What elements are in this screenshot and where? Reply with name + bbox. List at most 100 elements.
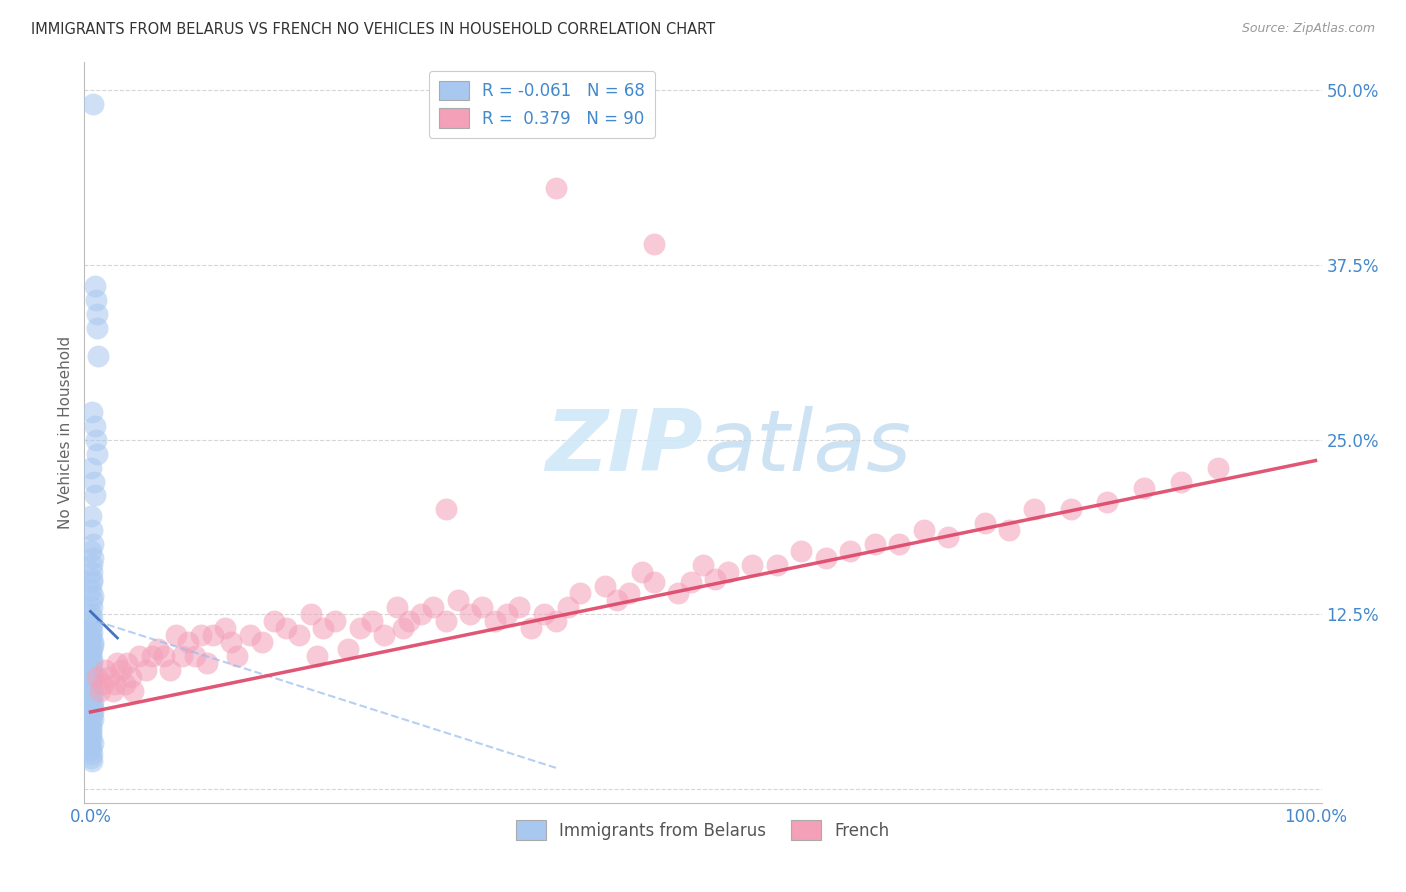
Point — [221, 635, 243, 649]
Point — [190, 628, 212, 642]
Point — [86, 446, 108, 460]
Point — [172, 649, 194, 664]
Point — [336, 642, 359, 657]
Point — [668, 586, 690, 600]
Point — [97, 670, 120, 684]
Point — [80, 751, 103, 765]
Point — [1059, 502, 1081, 516]
Point — [863, 537, 886, 551]
Point — [84, 279, 107, 293]
Point — [82, 653, 104, 667]
Point — [183, 649, 205, 664]
Point — [86, 321, 108, 335]
Point — [361, 614, 384, 628]
Point — [1097, 495, 1119, 509]
Point — [998, 524, 1021, 538]
Point — [307, 649, 329, 664]
Point — [434, 614, 457, 628]
Point — [373, 628, 395, 642]
Point — [887, 537, 910, 551]
Point — [226, 649, 249, 664]
Point — [544, 181, 567, 195]
Point — [80, 593, 103, 607]
Point — [80, 739, 103, 754]
Point — [80, 680, 103, 694]
Point — [101, 684, 124, 698]
Point — [692, 558, 714, 573]
Point — [299, 607, 322, 622]
Point — [80, 719, 103, 733]
Point — [643, 575, 665, 590]
Point — [80, 674, 103, 689]
Point — [135, 663, 157, 677]
Point — [80, 625, 103, 640]
Point — [508, 600, 530, 615]
Point — [593, 579, 616, 593]
Legend: Immigrants from Belarus, French: Immigrants from Belarus, French — [509, 814, 897, 847]
Point — [82, 551, 104, 566]
Point — [83, 475, 105, 489]
Point — [80, 747, 103, 761]
Point — [1133, 482, 1156, 496]
Point — [80, 691, 103, 706]
Point — [1170, 475, 1192, 489]
Point — [619, 586, 641, 600]
Point — [82, 566, 104, 580]
Point — [80, 575, 103, 590]
Point — [165, 628, 187, 642]
Point — [84, 293, 107, 307]
Point — [716, 566, 738, 580]
Point — [912, 524, 935, 538]
Point — [80, 611, 103, 625]
Point — [484, 614, 506, 628]
Point — [741, 558, 763, 573]
Point — [122, 684, 145, 698]
Point — [349, 621, 371, 635]
Point — [544, 614, 567, 628]
Point — [107, 656, 129, 670]
Point — [80, 649, 103, 664]
Point — [159, 663, 181, 677]
Text: IMMIGRANTS FROM BELARUS VS FRENCH NO VEHICLES IN HOUSEHOLD CORRELATION CHART: IMMIGRANTS FROM BELARUS VS FRENCH NO VEH… — [31, 22, 716, 37]
Point — [195, 656, 218, 670]
Point — [214, 621, 236, 635]
Point — [398, 614, 420, 628]
Point — [84, 433, 107, 447]
Point — [325, 614, 347, 628]
Point — [82, 694, 104, 708]
Point — [94, 663, 117, 677]
Point — [114, 677, 136, 691]
Point — [411, 607, 433, 622]
Point — [606, 593, 628, 607]
Point — [630, 566, 652, 580]
Point — [86, 307, 108, 321]
Point — [80, 707, 103, 722]
Point — [84, 488, 107, 502]
Point — [569, 586, 592, 600]
Point — [936, 530, 959, 544]
Point — [82, 537, 104, 551]
Point — [80, 558, 103, 573]
Point — [1206, 460, 1229, 475]
Y-axis label: No Vehicles in Household: No Vehicles in Household — [58, 336, 73, 529]
Point — [146, 642, 169, 657]
Point — [82, 736, 104, 750]
Point — [557, 600, 579, 615]
Point — [84, 418, 107, 433]
Point — [82, 701, 104, 715]
Point — [80, 722, 103, 736]
Point — [82, 97, 104, 112]
Point — [86, 670, 108, 684]
Point — [533, 607, 555, 622]
Point — [91, 677, 114, 691]
Point — [82, 698, 104, 712]
Point — [80, 645, 103, 659]
Point — [80, 583, 103, 598]
Point — [82, 635, 104, 649]
Point — [458, 607, 481, 622]
Point — [276, 621, 298, 635]
Point — [80, 687, 103, 701]
Point — [250, 635, 273, 649]
Point — [82, 600, 104, 615]
Point — [87, 349, 110, 363]
